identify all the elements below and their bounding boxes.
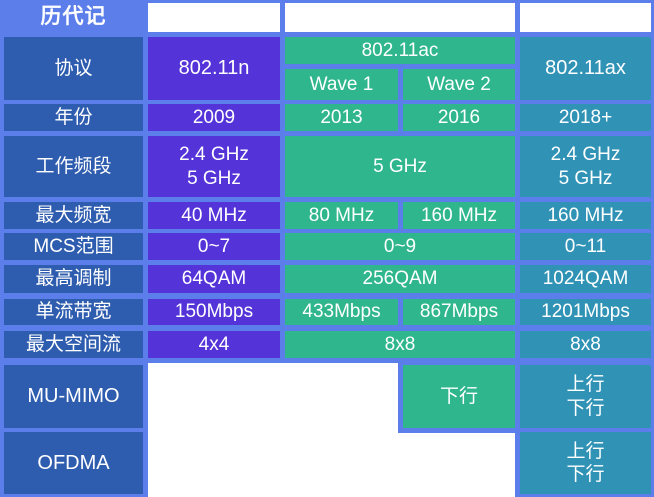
cell-protocol-wave1-text: Wave 1 [309, 73, 374, 95]
cell-band-ac-text: 5 GHz [373, 155, 427, 177]
cell-modulation-n: 64QAM [148, 265, 280, 293]
cell-year-wave1-text: 2013 [320, 106, 363, 128]
cell-year-wave2-text: 2016 [437, 106, 481, 128]
cell-ofdma-ax-line1: 上行 [566, 440, 605, 462]
row-label-band-text: 工作频段 [35, 155, 112, 177]
cell-protocol-ax: 802.11ax [520, 37, 651, 100]
cell-stream-ax: 1201Mbps [520, 299, 651, 325]
cell-bandwidth-wave1-text: 80 MHz [308, 204, 375, 226]
row-label-ofdma: OFDMA [4, 432, 143, 494]
header-blank-80211ax [520, 3, 651, 32]
cell-stream-wave2: 867Mbps [403, 299, 515, 325]
cell-band-ax: 2.4 GHz 5 GHz [520, 136, 651, 197]
cell-spatial-ac: 8x8 [285, 331, 515, 358]
row-label-band: 工作频段 [4, 136, 143, 197]
cell-mcs-ac: 0~9 [285, 233, 515, 260]
cell-mumimo-ax-line1: 上行 [566, 374, 605, 396]
row-label-year-text: 年份 [54, 106, 93, 128]
cell-protocol-n: 802.11n [148, 37, 280, 100]
table-title-text: 历代记 [40, 5, 107, 29]
cell-protocol-n-text: 802.11n [178, 57, 250, 80]
cell-stream-n: 150Mbps [148, 299, 280, 325]
cell-mcs-n: 0~7 [148, 233, 280, 260]
row-label-spatial-text: 最大空间流 [25, 333, 121, 355]
cell-year-n-text: 2009 [192, 106, 236, 128]
row-label-mcs-text: MCS范围 [33, 235, 114, 257]
cell-bandwidth-ax-text: 160 MHz [547, 204, 624, 226]
cell-mumimo-ax-line2: 下行 [566, 397, 605, 419]
row-label-ofdma-text: OFDMA [37, 451, 110, 474]
row-label-bandwidth: 最大频宽 [4, 202, 143, 229]
header-blank-80211ac [285, 3, 515, 32]
row-label-modulation-text: 最高调制 [35, 268, 112, 290]
cell-ofdma-ax: 上行 下行 [520, 432, 651, 494]
row-label-mumimo: MU-MIMO [4, 365, 143, 428]
cell-band-n-line2: 5 GHz [187, 167, 241, 189]
cell-spatial-ac-text: 8x8 [384, 333, 416, 355]
row-label-stream: 单流带宽 [4, 299, 143, 325]
cell-modulation-ac: 256QAM [285, 265, 515, 293]
cell-mumimo-ax: 上行 下行 [520, 365, 651, 428]
cell-year-wave2: 2016 [403, 104, 515, 131]
cell-ofdma-ax-line2: 下行 [566, 464, 605, 485]
cell-band-ac: 5 GHz [285, 136, 515, 197]
cell-stream-wave2-text: 867Mbps [419, 301, 499, 323]
cell-modulation-ax: 1024QAM [520, 265, 651, 293]
header-blank-80211n [148, 3, 280, 32]
row-label-protocol: 协议 [4, 37, 143, 100]
cell-spatial-ax-text: 8x8 [570, 333, 601, 355]
cell-mcs-n-text: 0~7 [197, 235, 231, 257]
cell-bandwidth-ax: 160 MHz [520, 202, 651, 229]
cell-protocol-wave1: Wave 1 [285, 69, 398, 100]
cell-mumimo-wave2-text: 下行 [439, 385, 478, 407]
cell-modulation-n-text: 64QAM [181, 268, 247, 290]
cell-band-ax-line2: 5 GHz [558, 167, 613, 189]
cell-year-n: 2009 [148, 104, 280, 131]
row-label-modulation: 最高调制 [4, 265, 143, 293]
cell-bandwidth-n-text: 40 MHz [181, 204, 247, 226]
row-label-spatial: 最大空间流 [4, 331, 143, 358]
row-label-bandwidth-text: 最大频宽 [35, 204, 112, 226]
cell-stream-ax-text: 1201Mbps [541, 301, 630, 323]
row-label-mumimo-text: MU-MIMO [27, 385, 120, 408]
cell-bandwidth-wave2: 160 MHz [403, 202, 515, 229]
cell-modulation-ac-text: 256QAM [362, 268, 438, 290]
cell-protocol-ac-text: 802.11ac [361, 39, 439, 61]
cell-year-wave1: 2013 [285, 104, 398, 131]
row-label-protocol-text: 协议 [54, 57, 93, 79]
cell-mcs-ax: 0~11 [520, 233, 651, 260]
table-title: 历代记 [4, 0, 143, 34]
cell-stream-wave1: 433Mbps [285, 299, 398, 325]
cell-protocol-ax-text: 802.11ax [545, 57, 626, 80]
row-label-stream-text: 单流带宽 [35, 301, 112, 323]
cell-spatial-n: 4x4 [148, 331, 280, 358]
cell-mcs-ax-text: 0~11 [564, 235, 607, 257]
cell-protocol-wave2-text: Wave 2 [427, 73, 491, 95]
cell-bandwidth-wave2-text: 160 MHz [420, 204, 498, 226]
row-label-year: 年份 [4, 104, 143, 131]
cell-protocol-wave2: Wave 2 [403, 69, 515, 100]
cell-mcs-ac-text: 0~9 [383, 235, 417, 257]
cell-bandwidth-n: 40 MHz [148, 202, 280, 229]
cell-year-ax-text: 2018+ [558, 106, 613, 128]
cell-spatial-n-text: 4x4 [198, 333, 230, 355]
cell-year-ax: 2018+ [520, 104, 651, 131]
row-label-mcs: MCS范围 [4, 233, 143, 260]
cell-spatial-ax: 8x8 [520, 331, 651, 358]
cell-protocol-ac: 802.11ac [285, 37, 515, 64]
cell-modulation-ax-text: 1024QAM [542, 268, 629, 290]
cell-stream-wave1-text: 433Mbps [302, 301, 381, 323]
cell-band-n-line1: 2.4 GHz [179, 144, 249, 166]
cell-stream-n-text: 150Mbps [174, 301, 254, 323]
cell-bandwidth-wave1: 80 MHz [285, 202, 398, 229]
cell-mumimo-wave2: 下行 [403, 365, 515, 428]
cell-band-n: 2.4 GHz 5 GHz [148, 136, 280, 197]
cell-band-ax-line1: 2.4 GHz [550, 144, 621, 166]
